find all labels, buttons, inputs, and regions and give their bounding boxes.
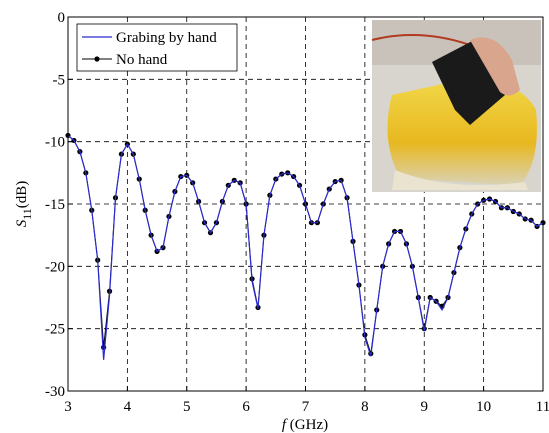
x-label-unit: (GHz) xyxy=(290,417,328,433)
x-tick-label: 6 xyxy=(242,399,250,415)
x-tick-label: 10 xyxy=(476,399,491,415)
x-tick-label: 7 xyxy=(302,399,310,415)
y-label-unit: (dB) xyxy=(14,181,30,209)
y-label-subscript: 11 xyxy=(20,208,34,220)
y-tick-label: -20 xyxy=(45,259,65,275)
x-label-symbol: f xyxy=(282,417,288,433)
legend-box xyxy=(76,23,238,72)
inset-photo xyxy=(371,20,541,192)
y-tick-label: -5 xyxy=(53,72,66,88)
x-tick-label: 11 xyxy=(536,399,549,415)
x-tick-label: 5 xyxy=(183,399,191,415)
y-tick-label: -15 xyxy=(45,197,65,213)
y-tick-label: -10 xyxy=(45,135,65,151)
series-line xyxy=(67,134,544,360)
legend-marker xyxy=(94,56,100,62)
x-tick-label: 3 xyxy=(64,399,72,415)
x-tick-label: 9 xyxy=(421,399,429,415)
legend-label: No hand xyxy=(116,52,168,68)
y-axis-label: S11(dB) xyxy=(14,181,34,228)
y-tick-label: -25 xyxy=(45,322,65,338)
y-tick-label: 0 xyxy=(58,10,66,26)
x-axis-label: f (GHz) xyxy=(282,417,328,433)
x-tick-label: 8 xyxy=(361,399,369,415)
legend: Grabing by hand No hand xyxy=(76,23,238,72)
legend-label: Grabing by hand xyxy=(116,30,217,46)
x-tick-label: 4 xyxy=(124,399,132,415)
y-tick-label: -30 xyxy=(45,384,65,400)
y-label-symbol: S xyxy=(14,219,30,227)
